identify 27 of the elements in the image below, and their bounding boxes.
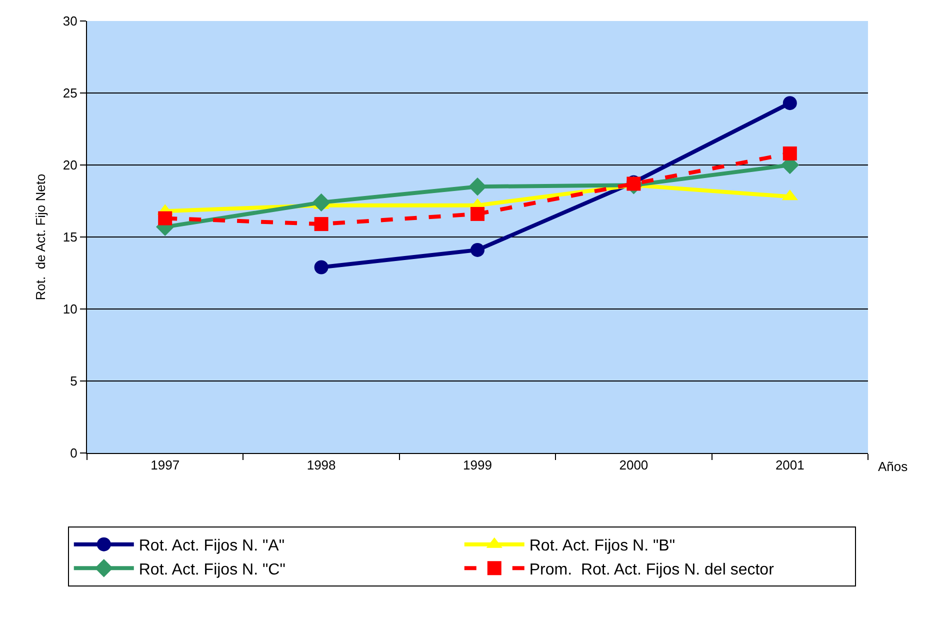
legend-label: Rot. Act. Fijos N. "A" bbox=[138, 538, 285, 555]
point bbox=[312, 193, 330, 212]
y-tick-label: 10 bbox=[62, 302, 78, 317]
point bbox=[782, 146, 797, 160]
legend-label: Rot. Act. Fijos N. "C" bbox=[138, 561, 286, 578]
x-axis-title: Años bbox=[878, 459, 908, 474]
point bbox=[314, 217, 328, 232]
y-tick-label: 30 bbox=[62, 14, 78, 29]
y-tick-label: 20 bbox=[62, 158, 78, 173]
x-tick-label: 1999 bbox=[463, 458, 492, 473]
x-tick-label: 1998 bbox=[306, 458, 336, 473]
point bbox=[468, 178, 487, 196]
legend-label: Rot. Act. Fijos N. "B" bbox=[529, 538, 676, 555]
point bbox=[158, 211, 172, 226]
point bbox=[470, 206, 484, 221]
x-tick-label: 2001 bbox=[775, 458, 804, 473]
y-tick-label: 25 bbox=[62, 86, 78, 101]
x-tick-label: 1997 bbox=[150, 458, 180, 473]
y-tick-label: 5 bbox=[70, 374, 78, 389]
point bbox=[782, 96, 797, 110]
point bbox=[470, 242, 484, 257]
x-tick-label: 2000 bbox=[619, 458, 648, 473]
y-tick-label: 15 bbox=[62, 230, 78, 245]
y-axis-title: Rot. de Act. Fijo Neto bbox=[32, 174, 48, 300]
legend-label: Prom. Rot. Act. Fijos N. del sector bbox=[529, 561, 775, 578]
point bbox=[314, 260, 328, 274]
y-tick-label: 0 bbox=[70, 446, 78, 461]
